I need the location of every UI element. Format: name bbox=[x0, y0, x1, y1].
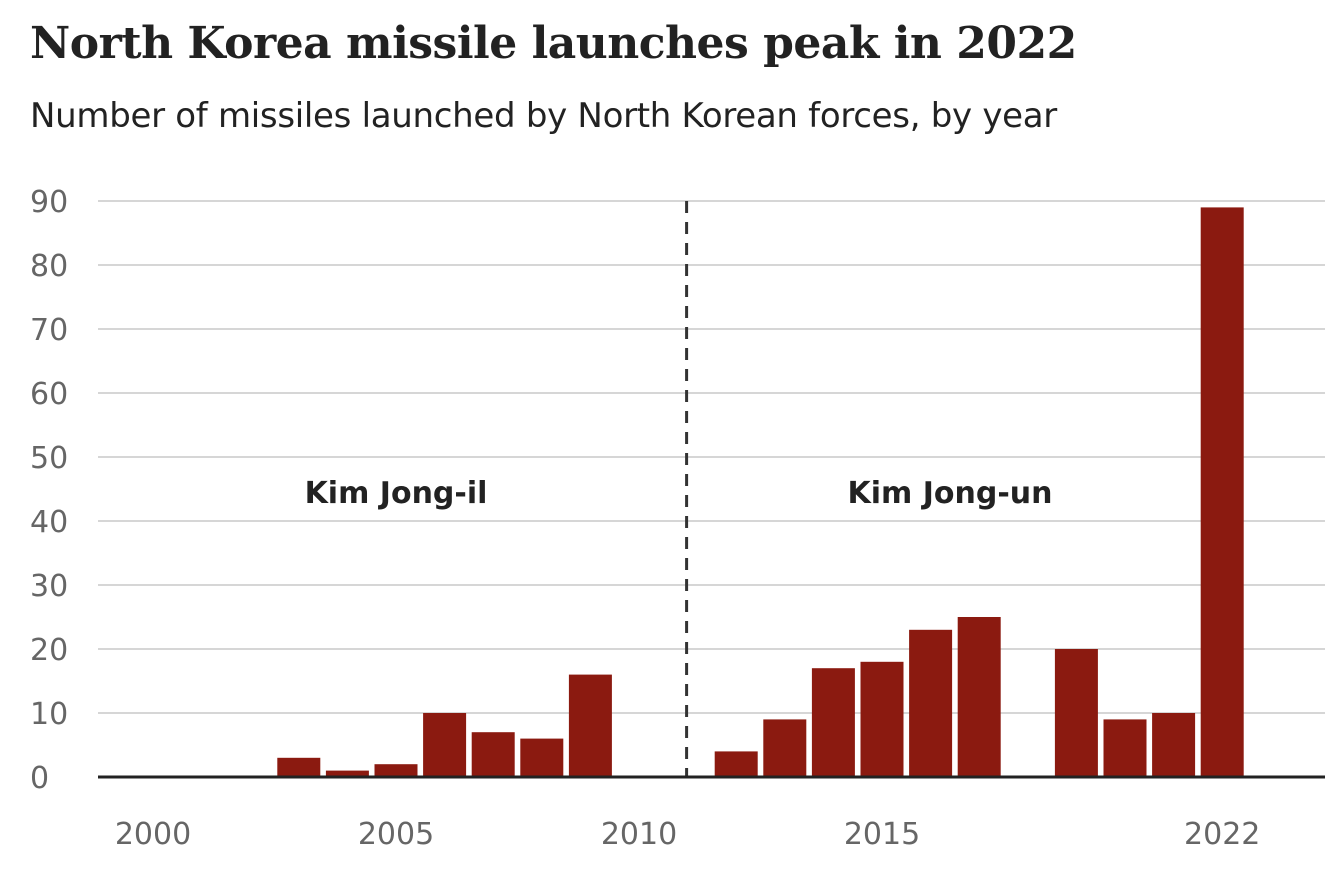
x-tick-label: 2015 bbox=[844, 817, 920, 852]
bar-2019 bbox=[1054, 649, 1098, 777]
bar-2012 bbox=[714, 751, 758, 777]
bar-2004 bbox=[325, 770, 369, 777]
bar-2009 bbox=[568, 674, 612, 777]
y-tick-label: 10 bbox=[30, 697, 68, 732]
chart-title: North Korea missile launches peak in 202… bbox=[30, 18, 1077, 69]
y-tick-label: 30 bbox=[30, 569, 68, 604]
y-tick-label: 0 bbox=[30, 761, 49, 796]
y-tick-label: 90 bbox=[30, 185, 68, 220]
bar-2017 bbox=[957, 617, 1001, 777]
bar-2016 bbox=[909, 629, 953, 777]
bars bbox=[277, 207, 1244, 777]
bar-2021 bbox=[1152, 713, 1196, 777]
y-tick-label: 80 bbox=[30, 249, 68, 284]
x-tick-label: 2000 bbox=[115, 817, 191, 852]
x-tick-label: 2010 bbox=[601, 817, 677, 852]
x-tick-label: 2022 bbox=[1184, 817, 1260, 852]
bar-2022 bbox=[1200, 207, 1244, 777]
bar-2020 bbox=[1103, 719, 1147, 777]
bar-2013 bbox=[763, 719, 807, 777]
y-tick-label: 40 bbox=[30, 505, 68, 540]
chart-subtitle: Number of missiles launched by North Kor… bbox=[30, 96, 1057, 136]
bar-2008 bbox=[520, 738, 564, 777]
gridlines bbox=[98, 200, 1325, 714]
bar-2005 bbox=[374, 764, 418, 777]
y-axis-tick-labels: 0 10 20 30 40 50 60 70 80 90 bbox=[30, 185, 68, 796]
annotation-kim-jong-un: Kim Jong-un bbox=[847, 476, 1052, 511]
y-tick-label: 70 bbox=[30, 313, 68, 348]
bar-2015 bbox=[860, 661, 904, 777]
x-tick-label: 2005 bbox=[358, 817, 434, 852]
bar-2007 bbox=[471, 732, 515, 777]
bar-2006 bbox=[423, 713, 467, 777]
bar-2014 bbox=[811, 668, 855, 777]
y-tick-label: 50 bbox=[30, 441, 68, 476]
bar-2003 bbox=[277, 757, 321, 777]
y-tick-label: 20 bbox=[30, 633, 68, 668]
annotation-kim-jong-il: Kim Jong-il bbox=[305, 476, 488, 511]
y-tick-label: 60 bbox=[30, 377, 68, 412]
x-axis-tick-labels: 2000 2005 2010 2015 2022 bbox=[115, 817, 1261, 852]
